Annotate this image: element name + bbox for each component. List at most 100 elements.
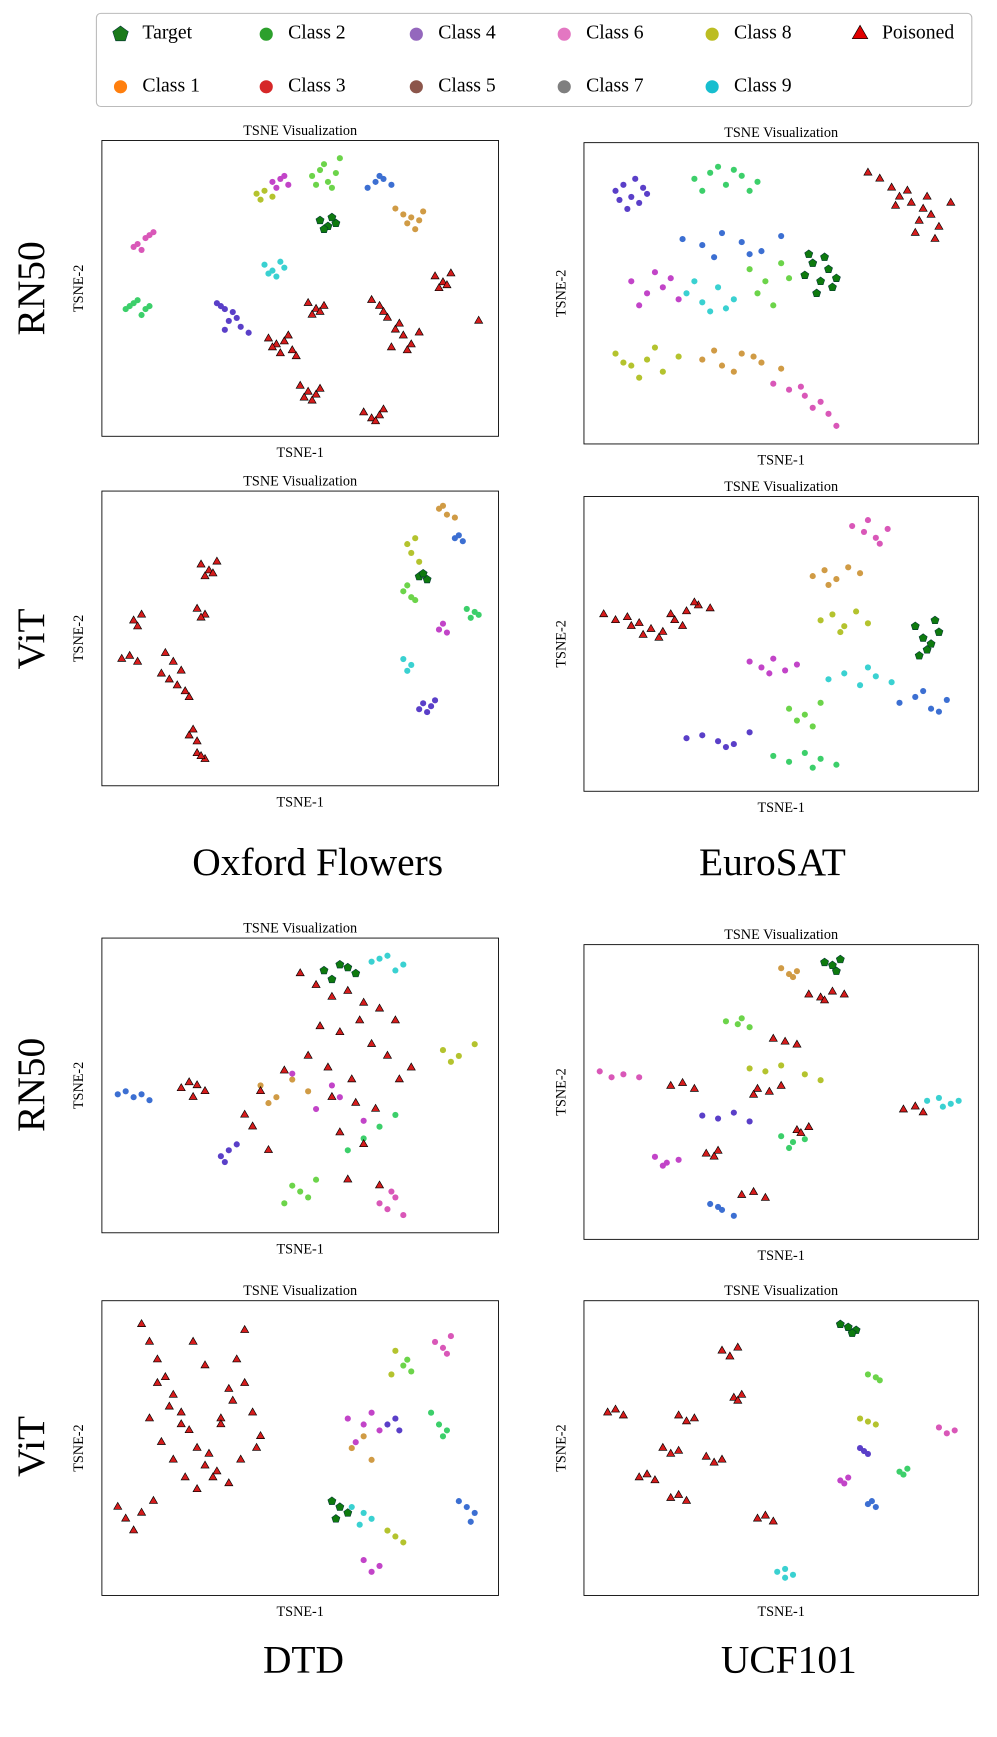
point (303, 386, 313, 395)
point (758, 359, 765, 366)
point (348, 1503, 355, 1511)
point (946, 197, 956, 206)
point (152, 1377, 163, 1386)
point (348, 1445, 355, 1452)
point (253, 190, 260, 197)
point (910, 227, 920, 236)
legend-label: Class 3 (288, 74, 346, 96)
point (817, 755, 824, 762)
point (240, 1377, 250, 1386)
point (654, 632, 664, 641)
point (746, 658, 753, 665)
point (738, 350, 745, 357)
point (384, 1527, 391, 1534)
point (439, 620, 447, 627)
plot-area (101, 937, 499, 1234)
point (748, 1089, 759, 1098)
point (412, 226, 419, 233)
point (316, 166, 324, 174)
point (709, 1457, 719, 1466)
point (717, 1345, 727, 1354)
point (699, 299, 706, 306)
point (904, 1465, 911, 1472)
point (400, 961, 407, 968)
point (785, 275, 793, 282)
point (327, 974, 337, 984)
point (192, 603, 202, 612)
point (643, 290, 651, 297)
point (376, 1427, 383, 1434)
point (681, 1416, 692, 1425)
point (898, 1104, 909, 1113)
point (439, 1046, 447, 1054)
point (168, 1389, 178, 1398)
point (144, 1413, 155, 1422)
point (752, 1083, 763, 1092)
point (620, 1071, 627, 1078)
point (828, 282, 837, 292)
point (924, 1097, 931, 1104)
point (778, 365, 785, 372)
point (626, 620, 636, 629)
point (287, 345, 297, 354)
point (674, 1445, 684, 1454)
point (674, 1410, 684, 1419)
point (402, 345, 412, 354)
point (764, 1086, 774, 1095)
point (789, 973, 797, 981)
point (324, 178, 332, 185)
point (910, 621, 920, 630)
point (839, 989, 849, 998)
point (849, 522, 856, 530)
legend-label: Class 2 (288, 22, 346, 44)
point (224, 1383, 234, 1392)
point (368, 958, 375, 965)
point (160, 647, 170, 656)
point (366, 294, 377, 303)
point (196, 612, 206, 621)
point (760, 1192, 770, 1201)
point (435, 626, 443, 633)
y-axis-label: TSNE-2 (553, 270, 569, 317)
point (392, 1194, 399, 1201)
point (368, 1409, 375, 1416)
point (351, 968, 361, 978)
point (129, 1525, 139, 1534)
point (447, 1333, 454, 1340)
point (738, 239, 745, 246)
legend-marker (259, 27, 273, 41)
point (774, 1568, 781, 1575)
point (620, 181, 627, 188)
point (920, 687, 927, 695)
point (281, 1200, 288, 1207)
point (446, 268, 456, 277)
point (636, 1074, 643, 1081)
point (312, 1176, 320, 1183)
point (737, 1189, 747, 1198)
point (825, 581, 832, 589)
point (817, 1077, 824, 1084)
point (309, 172, 316, 180)
point (279, 336, 289, 345)
point (876, 540, 883, 547)
y-axis-label: TSNE-2 (71, 1062, 87, 1109)
point (277, 258, 284, 265)
point (809, 723, 816, 730)
point (707, 169, 714, 176)
point (344, 1147, 351, 1154)
point (699, 242, 706, 249)
point (628, 362, 635, 369)
point (801, 1071, 808, 1078)
point (714, 284, 722, 291)
point (677, 620, 688, 629)
point (281, 172, 288, 180)
point (374, 1003, 385, 1012)
point (821, 567, 828, 574)
chart-title: TSNE Visualization (724, 927, 838, 943)
point (758, 664, 765, 671)
point (934, 627, 944, 636)
point (217, 303, 224, 310)
chart-title: TSNE Visualization (243, 1283, 357, 1299)
point (674, 1489, 684, 1498)
point (638, 629, 648, 638)
